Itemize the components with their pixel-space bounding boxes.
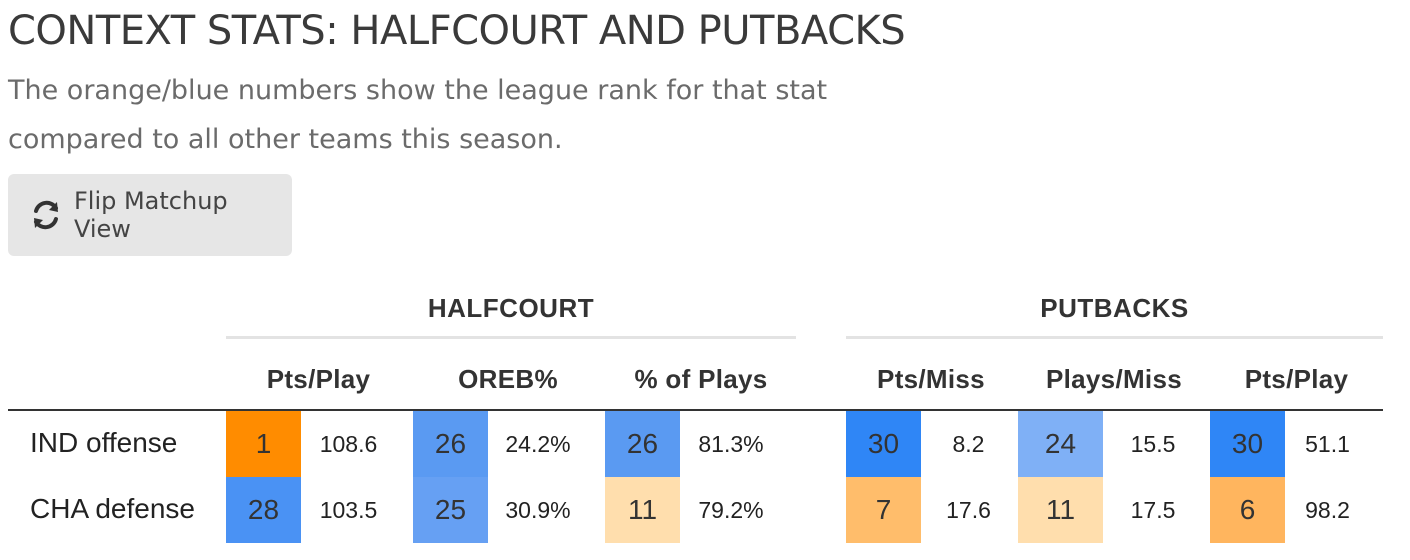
- value-cell: 79.2%: [698, 496, 764, 523]
- rank-cell: 11: [605, 477, 680, 543]
- value-cell: 8.2: [952, 430, 985, 457]
- value-cell: 17.5: [1130, 496, 1176, 523]
- row-label-offense: IND offense: [30, 427, 178, 458]
- value-cell: 108.6: [319, 430, 378, 457]
- column-header-hc-pct-plays: % of Plays: [634, 364, 768, 394]
- column-header-pb-pts-play: Pts/Play: [1244, 364, 1349, 394]
- column-header-pb-pts-miss: Pts/Miss: [877, 364, 985, 394]
- header-rule: [8, 409, 1383, 411]
- value-cell: 30.9%: [505, 496, 571, 523]
- page-subtitle: The orange/blue numbers show the league …: [8, 75, 828, 155]
- value-cell: 17.6: [946, 496, 991, 523]
- value-cell: 51.1: [1305, 430, 1350, 457]
- group-header-putbacks: PUTBACKS: [1040, 293, 1189, 323]
- value-cell: 103.5: [319, 496, 378, 523]
- rank-cell: 28: [226, 477, 301, 543]
- value-cell: 24.2%: [505, 430, 571, 457]
- row-label-defense: CHA defense: [30, 493, 195, 524]
- group-divider-putbacks: [846, 336, 1383, 339]
- rank-cell: 11: [1018, 477, 1103, 543]
- page-title: CONTEXT STATS: HALFCOURT AND PUTBACKS: [8, 8, 906, 54]
- value-cell: 81.3%: [698, 430, 764, 457]
- value-cell: 15.5: [1130, 430, 1176, 457]
- rank-cell: 26: [605, 411, 680, 477]
- flip-matchup-button[interactable]: Flip Matchup View: [8, 174, 292, 256]
- rank-cell: 30: [846, 411, 921, 477]
- rank-cell: 1: [226, 411, 301, 477]
- column-header-hc-pts-play: Pts/Play: [266, 364, 371, 394]
- refresh-icon: [33, 200, 58, 230]
- value-cell: 98.2: [1305, 496, 1350, 523]
- rank-cell: 26: [413, 411, 488, 477]
- group-header-halfcourt: HALFCOURT: [427, 293, 595, 323]
- rank-cell: 30: [1210, 411, 1285, 477]
- column-header-hc-oreb: OREB%: [458, 364, 558, 394]
- rank-cell: 7: [846, 477, 921, 543]
- rank-cell: 6: [1210, 477, 1285, 543]
- rank-cell: 25: [413, 477, 488, 543]
- column-header-pb-plays-miss: Plays/Miss: [1046, 364, 1182, 394]
- flip-matchup-label: Flip Matchup View: [73, 187, 228, 243]
- group-divider-halfcourt: [226, 336, 796, 339]
- rank-cell: 24: [1018, 411, 1103, 477]
